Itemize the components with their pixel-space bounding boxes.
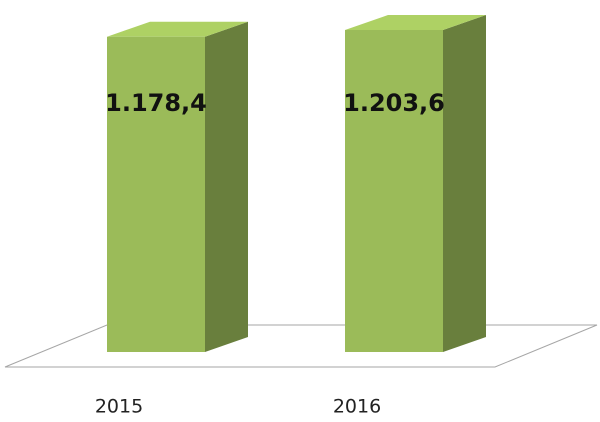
- value-label: 1.178,4: [105, 89, 207, 117]
- bar-side: [443, 15, 486, 352]
- floor: [4, 324, 598, 368]
- bar: [107, 36, 205, 353]
- x-tick-label: 2015: [95, 396, 143, 418]
- bar-top: [345, 15, 486, 30]
- bar-side: [205, 21, 248, 353]
- bar: [345, 30, 443, 352]
- bar-top: [107, 21, 248, 37]
- value-label: 1.203,6: [343, 89, 445, 117]
- x-tick-label: 2016: [333, 396, 381, 418]
